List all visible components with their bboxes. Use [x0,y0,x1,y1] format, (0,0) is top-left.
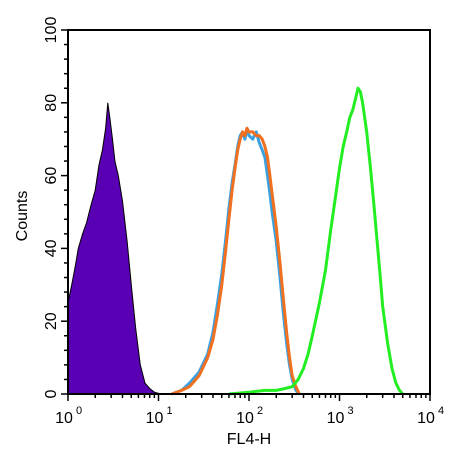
y-tick-label: 80 [43,94,60,112]
x-tick-exponent: 0 [76,405,82,417]
y-tick-label: 0 [43,389,60,398]
x-tick-label: 10 [417,410,435,427]
series-0-area [67,102,163,395]
y-axis: 0 20 40 60 80 100 [43,17,68,398]
y-axis-title: Counts [14,191,31,242]
x-tick-label: 10 [55,410,73,427]
series-layer [67,86,404,396]
x-tick-exponent: 3 [347,405,353,417]
x-axis-title: FL4-H [227,431,271,448]
y-tick-label: 40 [43,239,60,257]
y-tick-label: 20 [43,312,60,330]
x-tick-exponent: 2 [257,405,263,417]
x-axis: 10 0 10 1 10 2 10 3 10 4 [55,394,444,427]
x-tick-exponent: 1 [166,405,172,417]
x-tick-label: 10 [146,410,164,427]
y-tick-label: 60 [43,167,60,185]
y-tick-label: 100 [43,17,60,44]
series-3-line [228,86,404,396]
x-tick-label: 10 [327,410,345,427]
x-tick-label: 10 [236,410,254,427]
x-tick-exponent: 4 [438,405,444,417]
series-2-line [171,126,301,396]
